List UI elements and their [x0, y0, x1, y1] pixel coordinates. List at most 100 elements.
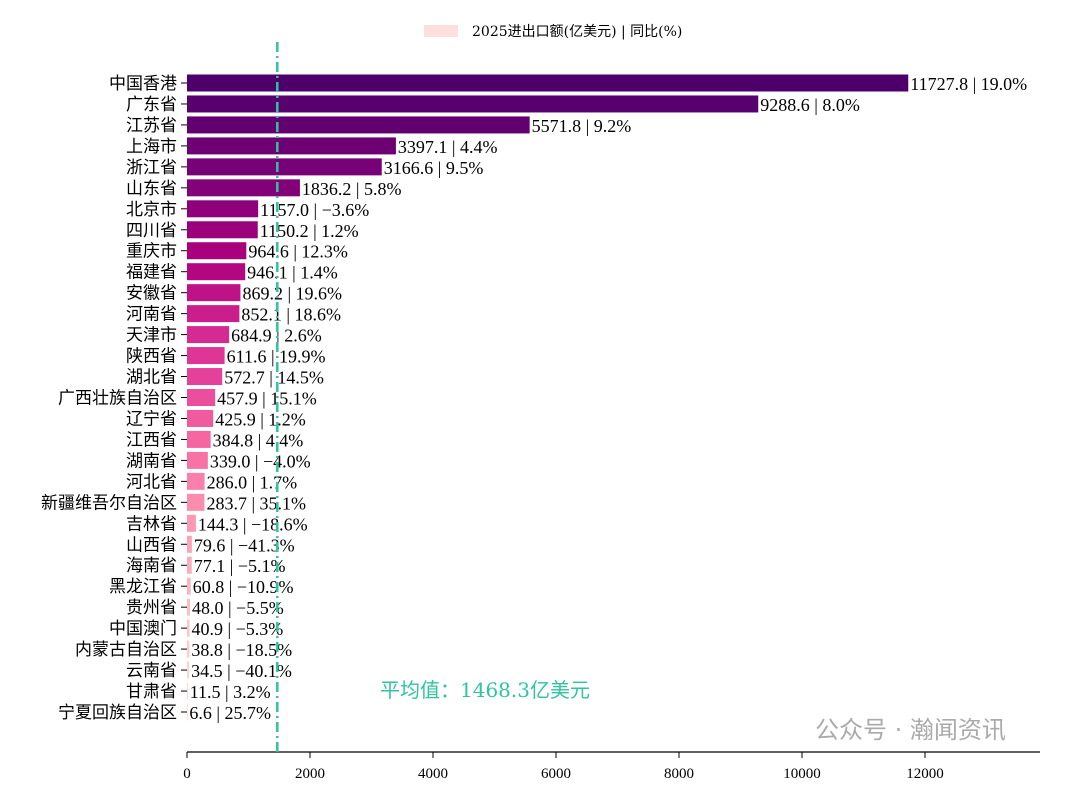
- data-label: 852.1 | 18.6%: [241, 305, 341, 325]
- y-tick-label: 陕西省: [126, 347, 177, 367]
- bar: [187, 451, 208, 469]
- x-tick-label: 10000: [783, 766, 821, 782]
- bar: [187, 221, 258, 239]
- y-tick-label: 宁夏回族自治区: [58, 703, 177, 723]
- y-tick-label: 江苏省: [126, 116, 177, 136]
- x-tick-label: 8000: [664, 766, 694, 782]
- data-label: 3166.6 | 9.5%: [384, 158, 484, 178]
- data-label: 339.0 | −4.0%: [210, 451, 311, 471]
- data-label: 11727.8 | 19.0%: [910, 74, 1027, 94]
- data-label: 384.8 | 4.4%: [213, 430, 304, 450]
- y-tick-label: 河南省: [126, 305, 177, 325]
- y-tick-label: 云南省: [126, 661, 177, 681]
- x-tick-label: 4000: [418, 766, 448, 782]
- y-tick-label: 重庆市: [126, 242, 177, 262]
- bar: [187, 430, 211, 448]
- y-tick-label: 河北省: [126, 472, 177, 492]
- mean-label: 平均值：1468.3亿美元: [380, 678, 590, 702]
- data-label: 283.7 | 35.1%: [206, 493, 306, 513]
- data-label: 946.1 | 1.4%: [247, 263, 338, 283]
- bar: [187, 326, 230, 344]
- data-label: 5571.8 | 9.2%: [532, 116, 632, 136]
- y-tick-label: 江西省: [126, 430, 177, 450]
- bar: [187, 556, 192, 574]
- y-tick-label: 北京市: [126, 200, 177, 220]
- legend-label: 2025进出口额(亿美元) | 同比(%): [472, 24, 682, 40]
- data-label: 40.9 | −5.3%: [192, 619, 284, 639]
- bar: [187, 347, 225, 365]
- y-tick-label: 安徽省: [126, 284, 177, 304]
- data-label: 684.9 | 2.6%: [231, 326, 322, 346]
- y-tick-label: 新疆维吾尔自治区: [41, 493, 177, 513]
- bar: [187, 116, 530, 134]
- y-tick-label: 甘肃省: [126, 682, 177, 702]
- watermark: 公众号 · 瀚闻资讯: [815, 716, 1006, 744]
- y-tick-label: 四川省: [126, 221, 177, 241]
- y-tick-label: 辽宁省: [126, 409, 177, 429]
- bar: [187, 242, 247, 260]
- data-label: 425.9 | 1.2%: [215, 409, 306, 429]
- x-tick-label: 12000: [906, 766, 944, 782]
- data-label: 38.8 | −18.5%: [191, 640, 292, 660]
- y-tick-label: 山西省: [126, 535, 177, 555]
- bar: [187, 137, 396, 155]
- y-tick-label: 广西壮族自治区: [58, 389, 177, 409]
- bar: [187, 661, 190, 679]
- bar: [187, 577, 191, 595]
- data-label: 457.9 | 15.1%: [217, 389, 317, 409]
- bar: [187, 598, 190, 616]
- data-label: 48.0 | −5.5%: [192, 598, 284, 618]
- data-label: 286.0 | 1.7%: [207, 472, 298, 492]
- bar: [187, 179, 300, 197]
- legend-swatch: [424, 25, 458, 37]
- bar: [187, 409, 214, 427]
- bar: [187, 619, 190, 637]
- bar: [187, 535, 192, 553]
- bar: [187, 493, 205, 511]
- data-label: 144.3 | −18.6%: [198, 514, 308, 534]
- data-label: 3397.1 | 4.4%: [398, 137, 498, 157]
- data-label: 964.6 | 12.3%: [248, 242, 348, 262]
- x-tick-label: 2000: [295, 766, 325, 782]
- data-label: 34.5 | −40.1%: [191, 661, 292, 681]
- data-label: 1150.2 | 1.2%: [260, 221, 359, 241]
- bar: [187, 200, 259, 218]
- bar: [187, 472, 205, 490]
- y-tick-label: 吉林省: [126, 514, 177, 534]
- y-tick-label: 中国香港: [109, 74, 177, 94]
- y-tick-label: 福建省: [126, 263, 177, 283]
- data-label: 11.5 | 3.2%: [190, 682, 271, 702]
- x-tick-label: 0: [183, 766, 191, 782]
- y-tick-label: 内蒙古自治区: [75, 640, 177, 660]
- bar: [187, 305, 240, 323]
- data-label: 79.6 | −41.3%: [194, 535, 295, 555]
- bar: [187, 368, 223, 386]
- y-tick-label: 海南省: [126, 556, 177, 576]
- y-tick-label: 黑龙江省: [109, 577, 177, 597]
- y-tick-label: 山东省: [126, 179, 177, 199]
- bar: [187, 514, 196, 532]
- data-label: 1157.0 | −3.6%: [260, 200, 369, 220]
- x-tick-label: 6000: [541, 766, 571, 782]
- y-tick-label: 湖北省: [126, 368, 177, 388]
- y-tick-label: 贵州省: [126, 598, 177, 618]
- y-tick-label: 中国澳门: [109, 619, 177, 639]
- y-tick-label: 广东省: [126, 95, 177, 115]
- legend: 2025进出口额(亿美元) | 同比(%): [424, 24, 682, 40]
- data-label: 6.6 | 25.7%: [189, 703, 271, 723]
- y-tick-label: 上海市: [126, 137, 177, 157]
- bar: [187, 158, 382, 176]
- bar: [187, 682, 188, 700]
- data-label: 9288.6 | 8.0%: [760, 95, 860, 115]
- bar: [187, 95, 759, 113]
- bar: [187, 263, 246, 281]
- bar: [187, 74, 909, 92]
- y-tick-label: 湖南省: [126, 451, 177, 471]
- bar: [187, 703, 188, 721]
- y-tick-label: 天津市: [126, 326, 177, 346]
- y-tick-label: 浙江省: [126, 158, 177, 178]
- data-label: 60.8 | −10.9%: [193, 577, 294, 597]
- bar: [187, 640, 190, 658]
- data-label: 77.1 | −5.1%: [194, 556, 286, 576]
